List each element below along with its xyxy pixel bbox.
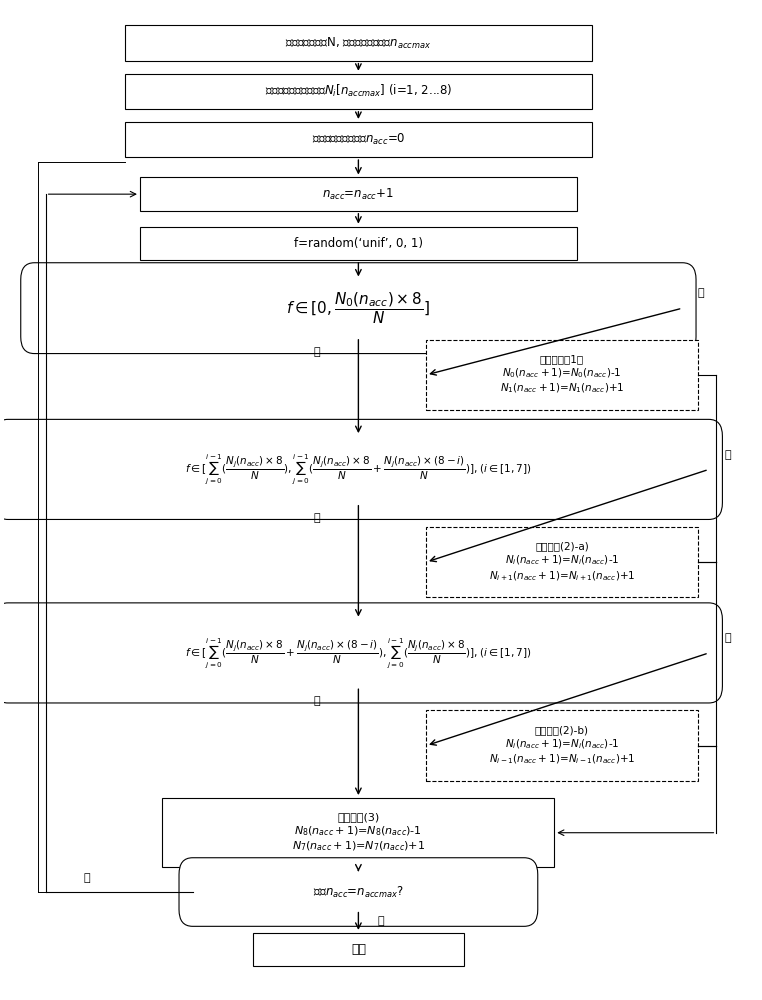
Text: $f\in[0,\dfrac{N_0(n_{acc})\times8}{N}]$: $f\in[0,\dfrac{N_0(n_{acc})\times8}{N}]$ [287,290,431,326]
FancyBboxPatch shape [179,858,538,926]
Text: 判断$n_{acc}$=$n_{accmax}$?: 判断$n_{acc}$=$n_{accmax}$? [313,884,404,900]
Bar [139,227,577,260]
Text: 执行分支（1）
$N_0(n_{acc}+1)$=$N_0(n_{acc})$-1
$N_1(n_{acc}+1)$=$N_1(n_{acc})$+1: 执行分支（1） $N_0(n_{acc}+1)$=$N_0(n_{acc})$-… [500,354,624,395]
Bar [426,710,697,781]
Text: 初始化累积翻转位数$n_{acc}$=0: 初始化累积翻转位数$n_{acc}$=0 [312,132,405,147]
Text: 否: 否 [84,873,91,883]
Bar [125,25,592,61]
Text: 设置器件总位数N, 最大累积翻转位数$n_{accmax}$: 设置器件总位数N, 最大累积翻转位数$n_{accmax}$ [285,36,431,51]
Text: 否: 否 [314,513,320,523]
Bar [125,122,592,157]
Bar [426,340,697,410]
Text: 否: 否 [314,696,320,706]
FancyBboxPatch shape [21,263,696,354]
Text: 否: 否 [314,347,320,357]
Text: $f\in[\sum_{j=0}^{i-1}(\dfrac{N_j(n_{acc})\times8}{N}+\dfrac{N_j(n_{acc})\times(: $f\in[\sum_{j=0}^{i-1}(\dfrac{N_j(n_{acc… [185,636,532,670]
Text: $f\in[\sum_{j=0}^{i-1}(\dfrac{N_j(n_{acc})\times8}{N}),\sum_{j=0}^{i-1}(\dfrac{N: $f\in[\sum_{j=0}^{i-1}(\dfrac{N_j(n_{acc… [185,453,532,486]
FancyBboxPatch shape [0,419,722,519]
Text: 是: 是 [725,633,731,643]
Text: 结束: 结束 [351,943,366,956]
Bar [139,177,577,211]
Bar [253,933,464,966]
Text: 初始化翻转字节数数组$N_i[n_{accmax}]$ (i=1, 2...8): 初始化翻转字节数数组$N_i[n_{accmax}]$ (i=1, 2...8) [264,83,452,99]
Text: 执行分支(3)
$N_8(n_{acc}+1)$=$N_8(n_{acc})$-1
$N_7(n_{acc}+1)$=$N_7(n_{acc})$+1: 执行分支(3) $N_8(n_{acc}+1)$=$N_8(n_{acc})$-… [292,812,425,853]
Text: 执行分支(2)-a)
$N_i(n_{acc}+1)$=$N_i(n_{acc})$-1
$N_{i+1}(n_{acc}+1)$=$N_{i+1}(n_{ac: 执行分支(2)-a) $N_i(n_{acc}+1)$=$N_i(n_{acc}… [488,542,635,583]
Text: 是: 是 [698,288,705,298]
Bar [426,527,697,597]
Text: f=random(‘unif’, 0, 1): f=random(‘unif’, 0, 1) [294,237,423,250]
Bar [162,798,554,867]
Text: $n_{acc}$=$n_{acc}$+1: $n_{acc}$=$n_{acc}$+1 [322,187,394,202]
Bar [125,74,592,109]
FancyBboxPatch shape [0,603,722,703]
Text: 执行分支(2)-b)
$N_i(n_{acc}+1)$=$N_i(n_{acc})$-1
$N_{i-1}(n_{acc}+1)$=$N_{i-1}(n_{ac: 执行分支(2)-b) $N_i(n_{acc}+1)$=$N_i(n_{acc}… [488,725,635,766]
Text: 是: 是 [725,450,731,460]
Text: 是: 是 [378,916,384,926]
